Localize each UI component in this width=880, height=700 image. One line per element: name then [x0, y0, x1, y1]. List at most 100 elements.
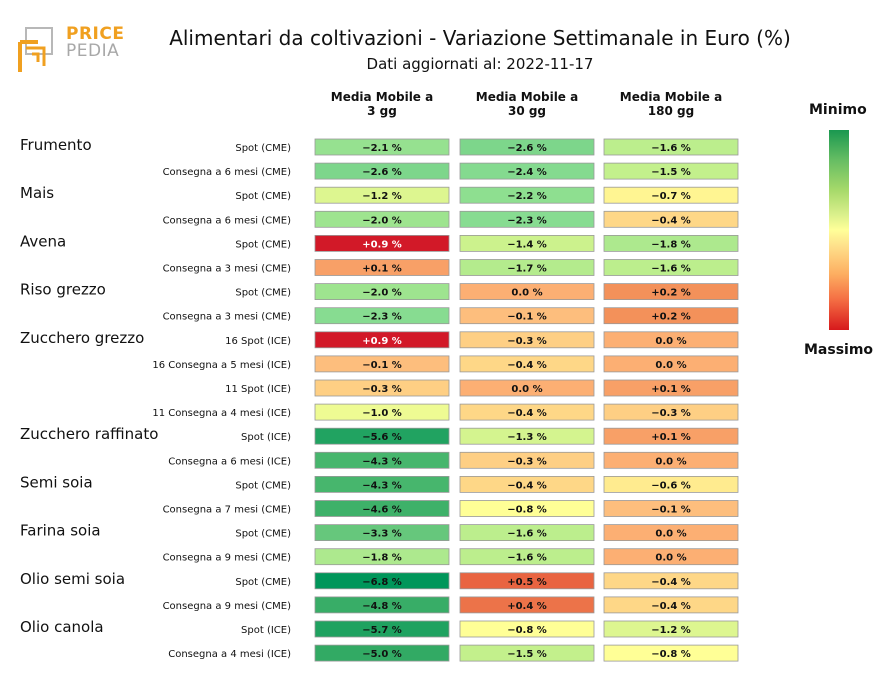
legend-colorbar [829, 130, 849, 330]
row-label: Consegna a 3 mesi (CME) [163, 312, 292, 323]
group-label: Farina soia [20, 522, 101, 540]
cell-value-label: −3.3 % [362, 529, 402, 540]
row-label: Spot (ICE) [241, 432, 291, 443]
cell-value-label: 0.0 % [511, 288, 542, 299]
cell-value-label: −1.2 % [362, 191, 402, 202]
cell-value-label: +0.9 % [362, 239, 402, 250]
cell-value-label: −2.6 % [362, 167, 402, 178]
cell-value-label: −0.4 % [651, 601, 691, 612]
row-label: 11 Spot (ICE) [225, 384, 291, 395]
cell-value-label: −1.2 % [651, 625, 691, 636]
heatmap-cell [314, 548, 450, 566]
heatmap-cell [603, 403, 739, 421]
heatmap-cell [459, 500, 595, 517]
heatmap-cell [603, 331, 739, 349]
row-label: Spot (CME) [235, 239, 291, 250]
cell-value-label: −4.6 % [362, 505, 402, 516]
heatmap-cell [314, 500, 450, 517]
heatmap-cell [314, 403, 450, 421]
chart-subtitle: Dati aggiornati al: 2022-11-17 [366, 55, 594, 73]
cell-value-label: −0.4 % [651, 215, 691, 226]
logo-word-pedia: PEDIA [66, 41, 120, 61]
cell-value-label: −0.4 % [651, 577, 691, 588]
cell-value-label: −1.5 % [507, 649, 547, 660]
cell-value-label: +0.1 % [651, 432, 691, 443]
cell-value-label: 0.0 % [655, 553, 686, 564]
cell-value-label: −0.7 % [651, 191, 691, 202]
cell-value-label: −1.6 % [651, 143, 691, 154]
heatmap-cell [459, 620, 595, 638]
column-header-3: Media Mobile a 180 gg [619, 90, 723, 118]
cell-value-label: −0.3 % [651, 408, 691, 419]
group-label: Zucchero grezzo [20, 329, 144, 347]
heatmap-cell [314, 524, 450, 541]
row-label: 11 Consegna a 4 mesi (ICE) [152, 408, 291, 419]
heatmap-cell [459, 475, 595, 493]
cell-value-label: −1.3 % [507, 432, 547, 443]
heatmap-cell [603, 572, 739, 590]
legend-max-label: Massimo [804, 342, 874, 358]
heatmap-cell [603, 427, 739, 445]
cell-value-label: −2.1 % [362, 143, 402, 154]
cell-value-label: −2.4 % [507, 167, 547, 178]
row-label: Consegna a 7 mesi (CME) [163, 505, 292, 516]
row-label: Consegna a 9 mesi (CME) [163, 601, 292, 612]
heatmap-cell [459, 355, 595, 373]
heatmap-cell [603, 162, 739, 180]
group-label: Mais [20, 184, 54, 202]
cell-value-label: −0.1 % [362, 360, 402, 371]
group-label: Avena [20, 232, 66, 250]
heatmap-cell [603, 283, 739, 301]
heatmap-cell [603, 379, 739, 397]
row-label: Spot (CME) [235, 288, 291, 299]
cell-value-label: −1.5 % [651, 167, 691, 178]
heatmap-cell [459, 524, 595, 541]
heatmap-cell [603, 500, 739, 517]
cell-value-label: −0.4 % [507, 360, 547, 371]
heatmap-cell [459, 307, 595, 325]
column-header-2: Media Mobile a 30 gg [475, 90, 579, 118]
heatmap-cell [314, 596, 450, 614]
heatmap-cell [314, 427, 450, 445]
heatmap-cell [314, 259, 450, 276]
logo-word-price: PRICE [66, 24, 125, 44]
heatmap-cell [459, 138, 595, 156]
cell-value-label: −0.8 % [651, 649, 691, 660]
cell-value-label: −1.4 % [507, 239, 547, 250]
cell-value-label: −2.0 % [362, 288, 402, 299]
cell-value-label: −1.8 % [362, 553, 402, 564]
cell-value-label: +0.9 % [362, 336, 402, 347]
group-label: Semi soia [20, 473, 93, 491]
cell-value-label: −2.2 % [507, 191, 547, 202]
cell-value-label: −0.4 % [507, 480, 547, 491]
heatmap-cell [314, 307, 450, 325]
group-label: Riso grezzo [20, 281, 106, 299]
heatmap-cell [603, 355, 739, 373]
column-header-1: Media Mobile a 3 gg [330, 90, 434, 118]
cell-value-label: −2.6 % [507, 143, 547, 154]
row-label: 16 Spot (ICE) [225, 336, 291, 347]
cell-value-label: +0.5 % [507, 577, 547, 588]
heatmap-cell [314, 379, 450, 397]
row-label: Consegna a 6 mesi (CME) [163, 167, 292, 178]
cell-value-label: −1.0 % [362, 408, 402, 419]
row-label: Spot (CME) [235, 191, 291, 202]
heatmap-cell [603, 259, 739, 276]
cell-value-label: −0.3 % [507, 336, 547, 347]
row-label: Spot (CME) [235, 143, 291, 154]
heatmap-cell [459, 259, 595, 276]
cell-value-label: −0.1 % [507, 312, 547, 323]
cell-value-label: 0.0 % [655, 360, 686, 371]
heatmap-cell [603, 548, 739, 566]
cell-value-label: −2.3 % [507, 215, 547, 226]
heatmap-cell [314, 355, 450, 373]
heatmap-cell [314, 186, 450, 204]
row-label: 16 Consegna a 5 mesi (ICE) [152, 360, 291, 371]
row-label: Spot (CME) [235, 529, 291, 540]
heatmap-cell [314, 283, 450, 301]
heatmap-cell [459, 186, 595, 204]
row-label: Consegna a 6 mesi (ICE) [168, 456, 291, 467]
cell-value-label: −2.0 % [362, 215, 402, 226]
cell-value-label: −0.1 % [651, 505, 691, 516]
heatmap-cell [603, 524, 739, 541]
